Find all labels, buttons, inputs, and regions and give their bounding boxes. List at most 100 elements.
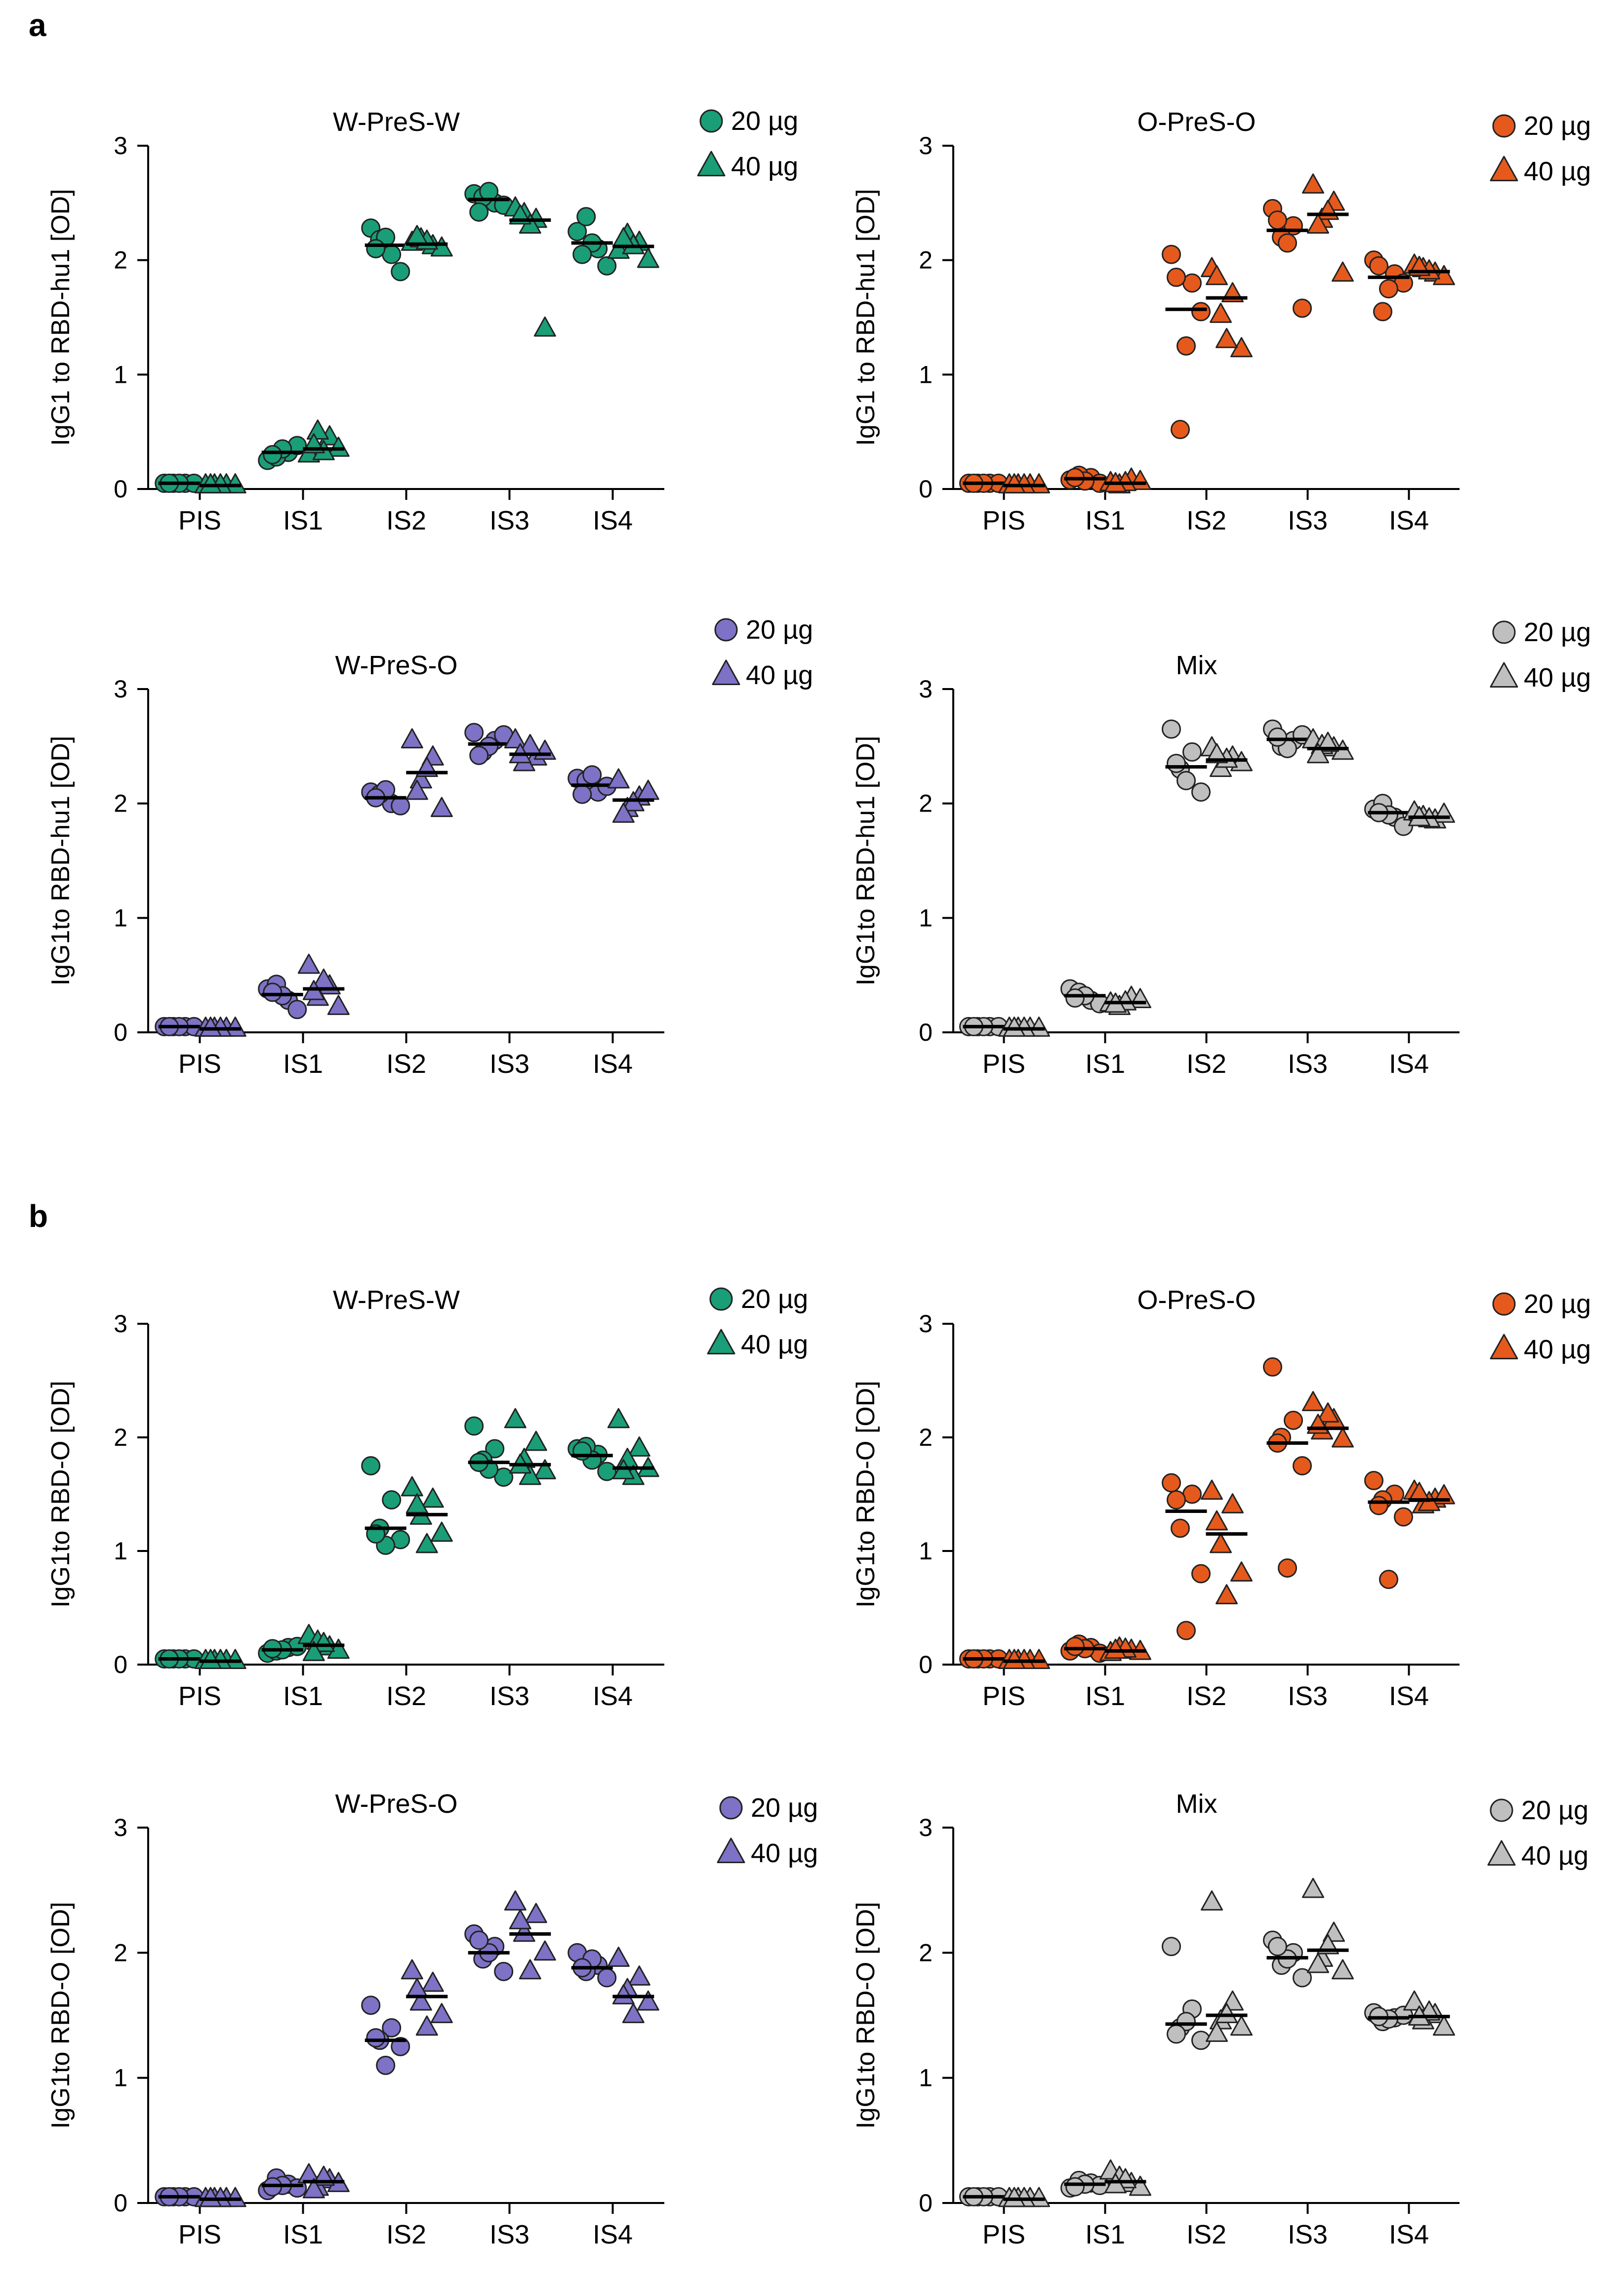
data-point xyxy=(1028,1017,1050,1037)
data-point xyxy=(1332,261,1354,282)
data-point xyxy=(1302,173,1324,194)
legend-label-20ug: 20 µg xyxy=(751,1793,818,1823)
y-tick-label: 2 xyxy=(114,790,127,817)
y-tick-label: 0 xyxy=(114,1651,127,1678)
data-point xyxy=(612,802,635,823)
x-tick-label: IS3 xyxy=(1288,1049,1328,1079)
series-40ug xyxy=(194,196,659,493)
legend: 20 µg 40 µg xyxy=(1487,1795,1588,1871)
data-point xyxy=(504,1408,527,1428)
y-tick-label: 0 xyxy=(114,2189,127,2217)
data-point xyxy=(297,953,320,974)
data-point xyxy=(1307,213,1329,234)
data-point xyxy=(302,2178,325,2199)
chart-title: W-PreS-W xyxy=(333,107,460,137)
data-point xyxy=(1369,1496,1388,1515)
data-point xyxy=(1167,2024,1186,2044)
series-40ug xyxy=(998,173,1455,493)
y-tick-label: 3 xyxy=(114,1814,127,1841)
data-point xyxy=(1268,727,1287,747)
data-point xyxy=(327,437,350,457)
data-point xyxy=(1065,988,1085,1008)
legend: 20 µg 40 µg xyxy=(1490,617,1591,693)
x-tick-label: IS1 xyxy=(283,1681,323,1711)
x-tick-label: IS2 xyxy=(386,1049,426,1079)
data-point xyxy=(1167,754,1186,774)
chart-4: 0 1 2 3 PIS IS1 IS2 IS3 IS4 Mix IgG1to RBD-hu1 [OD… xyxy=(852,617,1591,1079)
legend-marker-40ug xyxy=(712,659,740,685)
data-point xyxy=(1230,2015,1253,2036)
chart-title: W-PreS-O xyxy=(335,1789,457,1819)
legend: 20 µg 40 µg xyxy=(707,1284,808,1359)
data-point xyxy=(1216,1584,1238,1604)
data-point xyxy=(1278,1558,1297,1578)
data-point xyxy=(1268,210,1287,230)
data-point xyxy=(597,256,617,276)
data-point xyxy=(406,1493,428,1513)
x-tick-label: PIS xyxy=(982,1681,1025,1711)
legend-label-40ug: 40 µg xyxy=(746,660,813,690)
data-point xyxy=(622,2003,645,2023)
data-point xyxy=(409,1990,432,2011)
x-tick-label: IS3 xyxy=(489,1681,529,1711)
data-point xyxy=(1317,1402,1339,1423)
data-point xyxy=(1065,1636,1085,1656)
legend-marker-40ug xyxy=(717,1837,745,1863)
x-tick-label: IS3 xyxy=(1288,1681,1328,1711)
legend: 20 µg 40 µg xyxy=(1490,1289,1591,1364)
x-tick-label: PIS xyxy=(178,1049,221,1079)
data-point xyxy=(509,1909,531,1929)
legend-marker-20ug xyxy=(1492,114,1516,138)
data-point xyxy=(612,1984,635,2004)
data-point xyxy=(430,2003,453,2023)
data-point xyxy=(1293,1968,1312,1988)
data-point xyxy=(401,728,423,749)
series-20ug xyxy=(155,723,617,1036)
legend-marker-40ug xyxy=(1490,1334,1518,1359)
x-tick-label: PIS xyxy=(178,1681,221,1711)
data-point xyxy=(1307,1953,1329,1973)
data-point xyxy=(1293,1456,1312,1475)
y-tick-label: 1 xyxy=(919,2064,933,2092)
data-point xyxy=(391,2037,410,2056)
data-point xyxy=(1177,1621,1196,1640)
data-point xyxy=(1394,816,1413,836)
x-tick-label: IS3 xyxy=(1288,506,1328,535)
series-20ug xyxy=(959,719,1413,1036)
data-point xyxy=(306,419,329,440)
data-point xyxy=(607,1947,630,1967)
data-point xyxy=(421,1487,444,1508)
legend-marker-40ug xyxy=(1490,662,1518,688)
series-20ug xyxy=(959,1357,1413,1669)
data-point xyxy=(1201,1890,1223,1911)
series-40ug xyxy=(194,728,659,1037)
data-point xyxy=(576,207,596,227)
series-20ug xyxy=(155,182,617,493)
legend-marker-20ug xyxy=(1490,1798,1513,1822)
x-tick-label: IS4 xyxy=(1389,2220,1429,2249)
data-point xyxy=(287,1000,307,1020)
data-point xyxy=(1177,2012,1196,2032)
data-point xyxy=(199,2187,222,2207)
x-tick-label: PIS xyxy=(178,2220,221,2249)
data-point xyxy=(607,768,630,789)
y-tick-label: 2 xyxy=(114,1424,127,1451)
data-point xyxy=(1369,256,1388,276)
chart-7: 0 1 2 3 PIS IS1 IS2 IS3 IS4 W-PreS-O IgG1to RBD-O … xyxy=(46,1789,818,2249)
data-point xyxy=(1210,302,1232,323)
chart-6: 0 1 2 3 PIS IS1 IS2 IS3 IS4 O-PreS-O IgG1to RBD-O … xyxy=(852,1285,1591,1711)
series-20ug xyxy=(959,199,1413,493)
legend-marker-20ug xyxy=(719,1796,743,1820)
data-point xyxy=(1028,1649,1050,1669)
legend-label-40ug: 40 µg xyxy=(1524,157,1591,186)
legend-marker-40ug xyxy=(707,1329,735,1354)
series-20ug xyxy=(155,1416,617,1669)
y-tick-label: 1 xyxy=(114,2064,127,2092)
data-point xyxy=(525,1430,547,1451)
x-tick-label: IS4 xyxy=(593,506,633,535)
x-tick-label: IS3 xyxy=(489,1049,529,1079)
x-tick-label: IS1 xyxy=(283,1049,323,1079)
data-point xyxy=(361,1996,381,2015)
chart-title: Mix xyxy=(1176,1789,1218,1819)
data-point xyxy=(533,1940,556,1961)
